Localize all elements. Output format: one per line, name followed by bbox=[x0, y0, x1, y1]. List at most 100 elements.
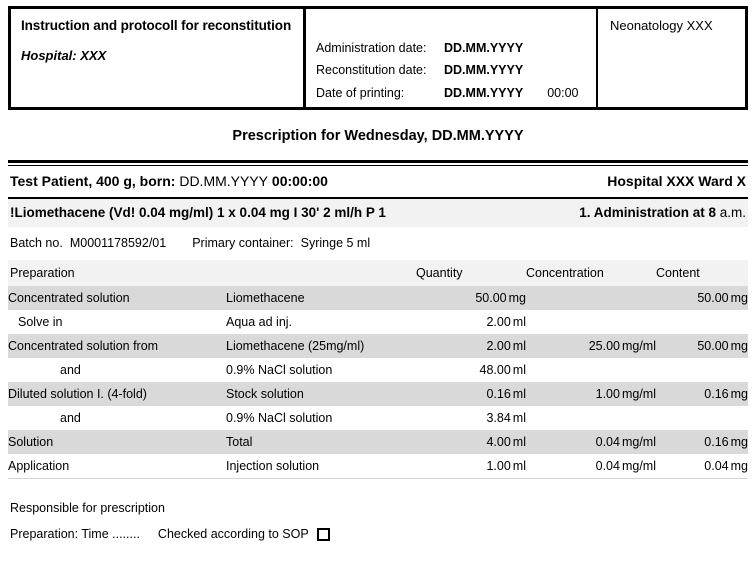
cell-concentration-unit: mg/ml bbox=[621, 387, 656, 401]
cell-content-value: 0.16 bbox=[704, 435, 729, 449]
cell-content bbox=[656, 358, 748, 382]
cell-concentration bbox=[526, 310, 656, 334]
checked-sop-checkbox[interactable] bbox=[316, 527, 330, 541]
batch-line: Batch no. M0001178592/01 Primary contain… bbox=[8, 227, 748, 260]
table-row: Concentrated solution Liomethacene 50.00 mg… bbox=[8, 286, 748, 310]
cell-concentration-unit: mg/ml bbox=[621, 435, 656, 449]
cell-quantity-value: 3.84 bbox=[486, 411, 511, 425]
table-body: Concentrated solution Liomethacene 50.00 mg… bbox=[8, 286, 748, 478]
column-header-content: Content bbox=[656, 260, 748, 286]
prescription-title: Prescription for Wednesday, DD.MM.YYYY bbox=[232, 128, 524, 144]
cell-concentration-value: 1.00 bbox=[595, 387, 620, 401]
cell-concentration-value: 0.04 bbox=[595, 435, 620, 449]
cell-concentration: 0.04 mg/ml bbox=[526, 454, 656, 478]
cell-concentration-value: 25.00 bbox=[588, 339, 620, 353]
cell-preparation: Diluted solution I. (4-fold) bbox=[8, 382, 226, 406]
cell-quantity-value: 2.00 bbox=[486, 339, 511, 353]
cell-content-unit: mg bbox=[730, 291, 748, 305]
table-header-row: Preparation Quantity Concentration Conte… bbox=[8, 260, 748, 286]
cell-concentration bbox=[526, 358, 656, 382]
cell-quantity-unit: ml bbox=[512, 387, 526, 401]
table-row: Concentrated solution from Liomethacene (… bbox=[8, 334, 748, 358]
prescription-document: Instruction and protocoll for reconstitu… bbox=[0, 6, 756, 580]
cell-quantity-value: 4.00 bbox=[486, 435, 511, 449]
column-header-quantity: Quantity bbox=[416, 260, 526, 286]
patient-ward: Hospital XXX Ward X bbox=[607, 173, 746, 189]
drug-description: !Liomethacene (Vd! 0.04 mg/ml) 1 x 0.04 … bbox=[10, 205, 386, 220]
cell-preparation: and bbox=[8, 358, 226, 382]
cell-concentration-value: 0.04 bbox=[595, 459, 620, 473]
cell-quantity-value: 50.00 bbox=[475, 291, 507, 305]
cell-substance: Total bbox=[226, 430, 416, 454]
cell-content: 0.16 mg bbox=[656, 382, 748, 406]
primary-container-value: Syringe 5 ml bbox=[300, 236, 371, 250]
checked-sop-label: Checked according to SOP bbox=[157, 527, 309, 541]
cell-concentration: 0.04 mg/ml bbox=[526, 430, 656, 454]
printing-date-row: Date of printing: DD.MM.YYYY 00:00 bbox=[316, 85, 586, 100]
cell-quantity: 2.00 ml bbox=[416, 310, 526, 334]
cell-content-unit: mg bbox=[730, 387, 748, 401]
cell-preparation: Solve in bbox=[8, 310, 226, 334]
cell-quantity-unit: ml bbox=[512, 459, 526, 473]
drug-order-line: !Liomethacene (Vd! 0.04 mg/ml) 1 x 0.04 … bbox=[8, 199, 748, 227]
cell-content bbox=[656, 310, 748, 334]
cell-quantity: 3.84 ml bbox=[416, 406, 526, 430]
hospital-name: Hospital: XXX bbox=[21, 48, 107, 64]
rule-above-patient bbox=[8, 160, 748, 166]
printing-date-label: Date of printing: bbox=[316, 85, 405, 100]
cell-concentration bbox=[526, 286, 656, 310]
cell-content-value: 0.04 bbox=[704, 459, 729, 473]
reconstitution-date-value: DD.MM.YYYY bbox=[444, 63, 524, 77]
table-row: Diluted solution I. (4-fold) Stock soluti… bbox=[8, 382, 748, 406]
patient-line: Test Patient, 400 g, born: DD.MM.YYYY 00… bbox=[8, 166, 748, 197]
cell-content-unit: mg bbox=[730, 435, 748, 449]
cell-substance: Aqua ad inj. bbox=[226, 310, 416, 334]
batch-number-label: Batch no. bbox=[10, 236, 63, 250]
administration-info: 1. Administration at 8 a.m. bbox=[579, 205, 746, 220]
table-row: Application Injection solution 1.00 ml 0.04 m… bbox=[8, 454, 748, 478]
table-row: and 0.9% NaCl solution 3.84 ml bbox=[8, 406, 748, 430]
administration-meridiem: a.m. bbox=[719, 205, 746, 220]
column-header-substance bbox=[226, 260, 416, 286]
administration-date-value: DD.MM.YYYY bbox=[444, 40, 524, 55]
table-row: Solution Total 4.00 ml 0.04 mg/ml 0.16 mg bbox=[8, 430, 748, 454]
cell-content: 50.00 mg bbox=[656, 334, 748, 358]
cell-content: 50.00 mg bbox=[656, 286, 748, 310]
cell-substance: 0.9% NaCl solution bbox=[226, 406, 416, 430]
cell-quantity: 48.00 ml bbox=[416, 358, 526, 382]
cell-quantity-unit: ml bbox=[512, 411, 526, 425]
cell-substance: Liomethacene bbox=[226, 286, 416, 310]
cell-quantity-unit: mg bbox=[508, 291, 526, 305]
cell-preparation: Concentrated solution bbox=[8, 286, 226, 310]
patient-identity: Test Patient, 400 g, born: DD.MM.YYYY 00… bbox=[10, 173, 328, 189]
department-name: Neonatology XXX bbox=[610, 18, 713, 33]
cell-quantity: 1.00 ml bbox=[416, 454, 526, 478]
cell-substance: 0.9% NaCl solution bbox=[226, 358, 416, 382]
preparation-time-label: Preparation: Time ........ bbox=[10, 527, 140, 541]
cell-content-unit: mg bbox=[730, 339, 748, 353]
cell-concentration bbox=[526, 406, 656, 430]
cell-concentration: 1.00 mg/ml bbox=[526, 382, 656, 406]
cell-quantity-unit: ml bbox=[512, 435, 526, 449]
cell-content-value: 0.16 bbox=[704, 387, 729, 401]
table-row: Solve in Aqua ad inj. 2.00 ml bbox=[8, 310, 748, 334]
administration-number-time: 1. Administration at 8 bbox=[579, 205, 716, 220]
cell-quantity: 50.00 mg bbox=[416, 286, 526, 310]
reconstitution-date-row: Reconstitution date: DD.MM.YYYY bbox=[316, 64, 586, 77]
table-row: and 0.9% NaCl solution 48.00 ml bbox=[8, 358, 748, 382]
cell-content-unit: mg bbox=[730, 459, 748, 473]
cell-quantity-value: 48.00 bbox=[479, 363, 511, 377]
preparation-table: Preparation Quantity Concentration Conte… bbox=[8, 260, 748, 478]
printing-time-value: 00:00 bbox=[547, 85, 579, 100]
header-dates-cell: Administration date: DD.MM.YYYY Reconsti… bbox=[306, 9, 598, 107]
cell-quantity-value: 2.00 bbox=[486, 315, 511, 329]
cell-quantity: 0.16 ml bbox=[416, 382, 526, 406]
printing-date-value: DD.MM.YYYY bbox=[444, 85, 524, 100]
administration-date-label: Administration date: bbox=[316, 40, 427, 55]
cell-quantity: 4.00 ml bbox=[416, 430, 526, 454]
cell-content-value: 50.00 bbox=[697, 339, 729, 353]
cell-preparation: Application bbox=[8, 454, 226, 478]
cell-content bbox=[656, 406, 748, 430]
rule-below-patient bbox=[8, 197, 748, 199]
cell-quantity-value: 0.16 bbox=[486, 387, 511, 401]
